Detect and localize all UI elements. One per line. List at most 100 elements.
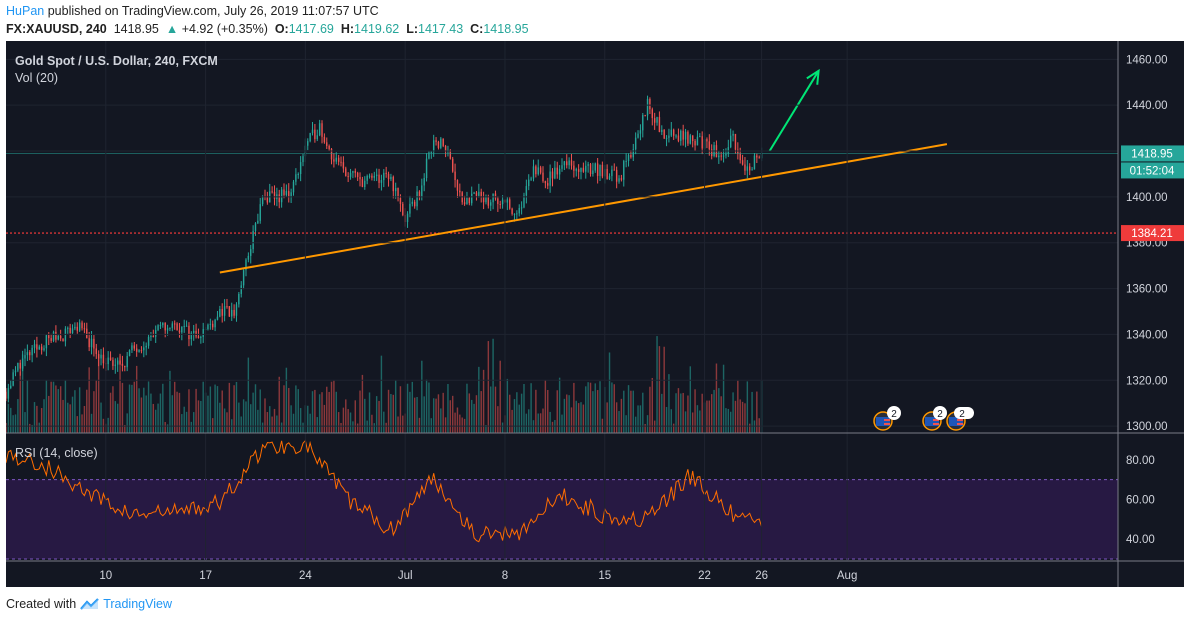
candle-up <box>558 168 561 175</box>
volume-bar <box>55 385 57 433</box>
candle-up <box>430 151 433 153</box>
volume-bar <box>162 383 164 433</box>
candle-up <box>580 167 582 172</box>
event-flag-1[interactable]: 2 <box>873 406 901 431</box>
candle-up <box>254 223 257 231</box>
volume-bar <box>226 412 228 433</box>
candle-up <box>43 348 45 351</box>
volume-bar <box>93 391 95 433</box>
candle-down <box>102 354 105 364</box>
candle-up <box>21 358 24 369</box>
candle-up <box>245 259 247 271</box>
candle-layer <box>5 95 763 403</box>
candle-down <box>653 118 656 123</box>
candle-up <box>192 330 195 333</box>
volume-bar <box>663 346 665 433</box>
candle-down <box>121 363 124 366</box>
ohlc-header: FX:XAUUSD, 240 1418.95 ▲ +4.92 (+0.35%) … <box>6 22 529 36</box>
candle-down <box>378 174 380 183</box>
event-badges[interactable]: 2 2 2 <box>873 406 974 431</box>
candle-down <box>620 178 623 180</box>
author-link[interactable]: HuPan <box>6 4 45 18</box>
candle-down <box>701 136 703 149</box>
candle-up <box>214 319 216 328</box>
candle-up <box>38 346 40 350</box>
candle-down <box>720 155 722 157</box>
price-tick-label: 1360.00 <box>1126 284 1168 296</box>
chart-area[interactable]: 1300.00 1320.00 1340.00 1360.00 1380.00 1400.… <box>5 41 1184 587</box>
volume-bar <box>259 389 261 433</box>
volume-bar <box>342 407 345 433</box>
volume-bar <box>340 422 342 433</box>
volume-bar <box>561 414 563 433</box>
volume-bar <box>551 421 554 433</box>
volume-bar <box>145 395 147 433</box>
forecast-arrow <box>768 70 820 152</box>
candle-down <box>86 328 88 339</box>
countdown-tag-text: 01:52:04 <box>1130 165 1175 177</box>
candle-up <box>425 158 428 179</box>
volume-bar <box>582 404 585 433</box>
volume-bar <box>701 393 703 433</box>
candle-up <box>64 328 67 342</box>
candle-down <box>36 344 38 350</box>
volume-bar <box>330 381 333 433</box>
volume-bar <box>154 409 157 433</box>
candle-down <box>630 155 632 158</box>
candle-up <box>665 137 668 139</box>
chart-svg[interactable]: 1300.001320.001340.001360.001380.001400.… <box>5 41 1184 587</box>
volume-bar <box>751 391 753 433</box>
volume-bar <box>689 366 692 433</box>
candle-down <box>435 140 437 142</box>
candle-down <box>444 145 447 152</box>
volume-bar <box>592 391 594 433</box>
volume-bar <box>428 382 430 433</box>
volume-bar <box>316 417 318 433</box>
volume-bar <box>207 395 209 433</box>
volume-bar <box>513 399 516 433</box>
candle-up <box>466 197 468 205</box>
volume-bar <box>444 417 447 433</box>
rsi-line <box>5 439 763 543</box>
candle-up <box>532 166 535 179</box>
volume-bar <box>459 414 461 433</box>
tradingview-link[interactable]: TradingView <box>80 597 172 611</box>
event-flag-2[interactable]: 2 <box>922 406 947 431</box>
candle-up <box>202 329 204 337</box>
volume-bar <box>359 390 361 433</box>
volume-bar <box>178 392 181 433</box>
volume-bar <box>147 381 150 433</box>
candle-down <box>687 131 689 144</box>
candle-down <box>539 167 542 173</box>
tradingview-logo-icon <box>80 598 99 610</box>
volume-bar <box>594 383 596 433</box>
volume-bar <box>451 395 454 433</box>
volume-bar <box>644 424 646 433</box>
volume-bar <box>323 404 326 433</box>
volume-bar <box>523 383 525 433</box>
candle-up <box>689 135 692 144</box>
volume-bar <box>725 408 727 433</box>
candle-up <box>525 186 528 196</box>
candle-down <box>266 197 269 203</box>
rsi-tick-label: 60.00 <box>1126 494 1155 506</box>
candle-up <box>240 285 242 294</box>
volume-bar <box>356 423 359 433</box>
candle-down <box>449 150 452 159</box>
volume-bar <box>12 415 14 433</box>
candle-down <box>288 191 290 198</box>
change-up-icon: ▲ <box>165 22 179 36</box>
candle-up <box>131 345 133 351</box>
volume-bar <box>506 378 509 433</box>
footer: Created with TradingView <box>6 597 172 611</box>
candle-up <box>335 157 337 162</box>
volume-bar <box>380 355 383 433</box>
candle-down <box>50 338 52 341</box>
volume-bar <box>152 403 155 433</box>
volume-bar <box>537 413 539 433</box>
event-flag-3[interactable]: 2 <box>946 407 974 431</box>
volume-bar <box>608 352 611 433</box>
volume-bar <box>52 381 55 433</box>
volume-bar <box>637 405 639 433</box>
volume-bar <box>112 386 114 433</box>
